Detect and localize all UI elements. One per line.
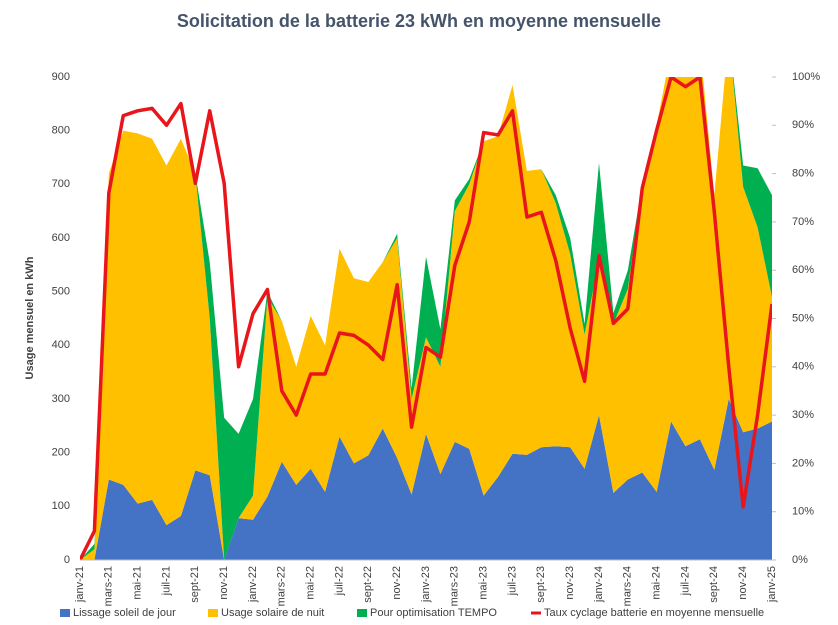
y-tick-label: 500	[52, 286, 70, 298]
x-tick-label: janv-25	[766, 566, 778, 603]
legend-swatch	[208, 609, 218, 617]
y-tick-label: 400	[52, 339, 70, 351]
x-tick-label: mars-24	[622, 566, 634, 606]
chart-title: Solicitation de la batterie 23 kWh en mo…	[177, 11, 661, 31]
legend-label: Pour optimisation TEMPO	[370, 607, 497, 619]
x-tick-label: mars-23	[449, 566, 461, 606]
y2-tick-label: 70%	[792, 216, 814, 228]
y2-tick-label: 80%	[792, 168, 814, 180]
y2-tick-label: 20%	[792, 457, 814, 469]
line	[80, 77, 772, 560]
y2-tick-label: 50%	[792, 312, 814, 324]
x-tick-label: sept-21	[189, 566, 201, 603]
x-tick-label: nov-24	[737, 566, 749, 600]
y2-tick-label: 0%	[792, 554, 808, 566]
x-tick-label: sept-24	[708, 566, 720, 603]
y-tick-label: 100	[52, 500, 70, 512]
x-tick-label: mai-21	[132, 566, 144, 600]
y2-tick-label: 40%	[792, 361, 814, 373]
y-tick-label: 700	[52, 178, 70, 190]
y-tick-label: 300	[52, 393, 70, 405]
y-tick-label: 600	[52, 232, 70, 244]
x-tick-label: nov-22	[391, 566, 403, 600]
x-tick-label: mai-22	[305, 566, 317, 600]
legend-label: Lissage soleil de jour	[73, 607, 176, 619]
y2-tick-label: 100%	[792, 71, 820, 83]
x-tick-label: nov-21	[218, 566, 230, 600]
x-tick-label: janv-23	[420, 566, 432, 603]
area	[80, 77, 772, 560]
legend-swatch	[357, 609, 367, 617]
area	[80, 77, 772, 560]
y-tick-label: 900	[52, 71, 70, 83]
x-tick-label: juil-21	[160, 566, 172, 596]
y-tick-label: 800	[52, 125, 70, 137]
x-tick-label: janv-22	[247, 566, 259, 603]
x-tick-label: mars-22	[276, 566, 288, 606]
x-tick-label: juil-23	[506, 566, 518, 596]
x-tick-label: juil-22	[333, 566, 345, 596]
x-tick-label: juil-24	[679, 566, 691, 596]
legend-label: Usage solaire de nuit	[221, 607, 324, 619]
x-tick-label: mars-21	[103, 566, 115, 606]
y2-tick-label: 90%	[792, 119, 814, 131]
legend-label: Taux cyclage batterie en moyenne mensuel…	[544, 607, 764, 619]
x-tick-label: janv-24	[593, 566, 605, 603]
y-tick-label: 200	[52, 447, 70, 459]
legend-swatch	[60, 609, 70, 617]
x-tick-label: sept-22	[362, 566, 374, 603]
y-tick-label: 0	[64, 554, 70, 566]
x-tick-label: nov-23	[564, 566, 576, 600]
y2-tick-label: 30%	[792, 409, 814, 421]
y-axis-label: Usage mensuel en kWh	[24, 256, 36, 379]
y2-tick-label: 60%	[792, 264, 814, 276]
plot-area	[80, 77, 772, 560]
x-tick-label: mai-24	[651, 566, 663, 600]
x-tick-label: janv-21	[74, 566, 86, 603]
x-tick-label: mai-23	[478, 566, 490, 600]
y2-tick-label: 10%	[792, 506, 814, 518]
x-tick-label: sept-23	[535, 566, 547, 603]
